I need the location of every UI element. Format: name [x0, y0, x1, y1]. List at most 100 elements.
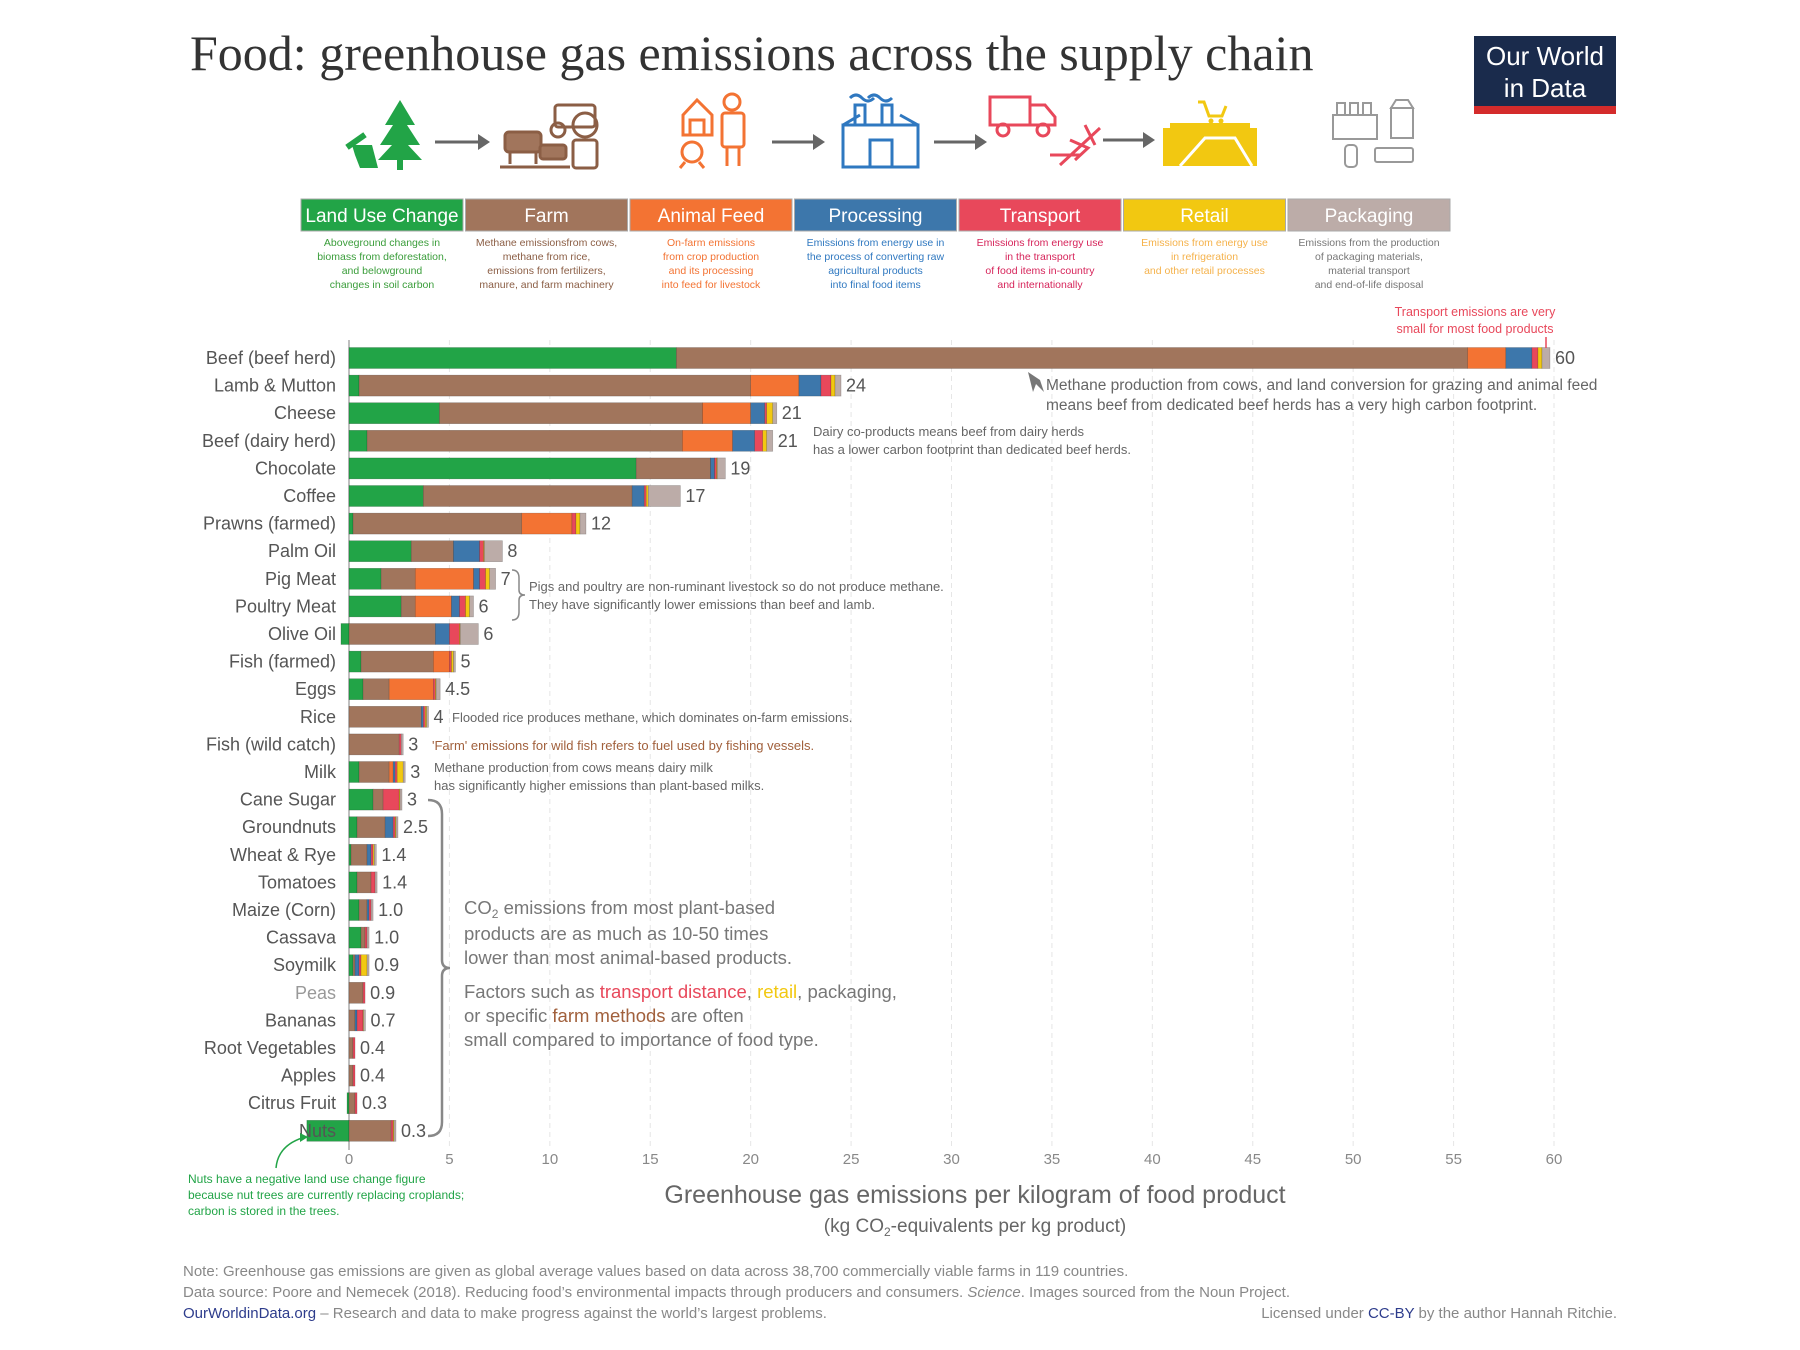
bar-row: Beef (beef herd) 60 [206, 347, 1575, 369]
bar-segment-retail [575, 512, 581, 535]
bar-segment-farm [400, 595, 416, 618]
owid-link[interactable]: OurWorldinData.org [183, 1305, 316, 1322]
plant-f2: or specific farm methods are often [464, 1005, 744, 1026]
stage-label: Packaging [1325, 206, 1414, 227]
stage-description: material transport [1328, 265, 1410, 277]
bar-segment-packaging [363, 1009, 366, 1032]
tree-icon [345, 100, 422, 170]
annotation-transport-l2: small for most food products [1396, 322, 1553, 336]
bar-segment-animal-feed [750, 374, 800, 397]
value-label: 0.3 [401, 1121, 426, 1141]
stage-label: Farm [524, 206, 568, 227]
bar-segment-processing [631, 485, 645, 507]
bar-segment-farm [348, 1009, 356, 1032]
bar-segment-farm [360, 926, 366, 949]
stage-processing: Processing Emissions from energy use in th… [794, 198, 957, 291]
category-label: Maize (Corn) [232, 900, 336, 920]
bar-segment-farm [366, 429, 683, 452]
value-label: 5 [460, 652, 470, 672]
value-label: 2.5 [403, 817, 428, 837]
bar-row: Groundnuts 2.5 [242, 816, 428, 839]
category-label: Cheese [274, 403, 336, 423]
bar-row: Citrus Fruit 0.3 [248, 1092, 387, 1114]
stage-swatch [1123, 198, 1286, 232]
category-label: Pig Meat [265, 569, 336, 589]
stage-description: in the transport [1005, 251, 1075, 263]
bar-segment-farm [348, 1092, 356, 1114]
stage-swatch [958, 198, 1122, 232]
stage-description: Emissions from the production [1298, 237, 1439, 249]
footer: Note: Greenhouse gas emissions are given… [183, 1263, 1617, 1322]
bar-segment-farm [635, 457, 711, 480]
value-label: 4 [434, 707, 444, 727]
bar-segment-processing [798, 374, 822, 397]
bar-segment-land-use-change [340, 623, 350, 645]
x-tick-label: 50 [1345, 1151, 1362, 1168]
stage-description: into final food items [830, 279, 920, 291]
bar-row: Coffee 17 [283, 485, 705, 507]
bar-segment-farm [350, 843, 368, 866]
category-label: Citrus Fruit [248, 1093, 336, 1113]
owid-logo[interactable]: Our World in Data [1474, 36, 1616, 114]
stage-description: changes in soil carbon [330, 279, 435, 291]
annotation-pigs-l2: They have significantly lower emissions … [529, 597, 875, 612]
logo-line2: in Data [1504, 73, 1587, 103]
bar-segment-land-use-change [348, 678, 364, 701]
stage-packaging: Packaging Emissions from the production of… [1287, 198, 1451, 291]
stage-swatch [629, 198, 793, 232]
bar-segment-farm [356, 871, 372, 894]
bar-row: Maize (Corn) 1.0 [232, 899, 403, 921]
curved-arrow-icon [275, 1137, 303, 1169]
bar-segment-land-use-change [348, 347, 677, 369]
bar-row: Cane Sugar 3 [240, 788, 417, 811]
bar-segment-land-use-change [348, 899, 360, 921]
x-tick-label: 35 [1044, 1151, 1061, 1168]
bar-segment-farm [360, 650, 434, 673]
bar-segment-retail [451, 650, 454, 673]
annotation-pigs-l1: Pigs and poultry are non-ruminant livest… [529, 579, 944, 594]
stage-description: of packaging materials, [1315, 251, 1423, 263]
bar-row: Bananas 0.7 [265, 1009, 395, 1032]
bar-segment-retail [645, 485, 649, 507]
bar-row: Milk 3 [304, 761, 420, 783]
annotation-beef-l2: means beef from dedicated beef herds has… [1046, 397, 1537, 414]
value-label: 21 [778, 431, 798, 451]
bar-segment-packaging [834, 374, 842, 397]
category-label: Soymilk [273, 955, 337, 975]
category-label: Chocolate [255, 458, 336, 478]
bar-row: Prawns (farmed) 12 [203, 512, 611, 535]
bar-segment-land-use-change [348, 402, 440, 425]
bar-segment-transport [714, 457, 717, 480]
bar-segment-farm [372, 788, 384, 811]
bar-segment-land-use-change [348, 567, 382, 590]
stage-land-use-change: Land Use Change Aboveground changes in bio… [300, 198, 464, 291]
bar-segment-animal-feed [702, 402, 751, 425]
category-label: Prawns (farmed) [203, 514, 336, 534]
bar-segment-animal-feed [414, 567, 474, 590]
x-tick-label: 15 [642, 1151, 659, 1168]
bar-segment-farm [676, 347, 1468, 369]
annotation-nuts-l2: because nut trees are currently replacin… [188, 1188, 464, 1202]
category-label: Bananas [265, 1010, 336, 1030]
value-label: 3 [407, 790, 417, 810]
plant-f1: Factors such as transport distance, reta… [464, 981, 897, 1002]
stage-legend: Land Use Change Aboveground changes in bio… [300, 198, 1451, 291]
bar-segment-farm [348, 1037, 354, 1059]
bar-segment-farm [348, 705, 422, 728]
bar-segment-farm [348, 623, 436, 645]
bar-segment-land-use-change [348, 429, 368, 452]
bar-segment-land-use-change [348, 926, 362, 949]
bar-segment-transport [370, 843, 374, 866]
cc-by-link[interactable]: CC-BY [1368, 1305, 1415, 1322]
stage-description: and other retail processes [1144, 265, 1265, 277]
bar-segment-packaging [366, 926, 370, 949]
bar-segment-animal-feed [414, 595, 452, 618]
category-label: Wheat & Rye [230, 845, 336, 865]
bar-segment-animal-feed [433, 650, 450, 673]
bar-segment-retail [396, 761, 404, 783]
stage-swatch [1287, 198, 1451, 232]
x-tick-label: 60 [1546, 1151, 1563, 1168]
annotation-transport: Transport emissions are very small for m… [1395, 305, 1556, 348]
stage-swatch [794, 198, 957, 232]
stage-description: On-farm emissions [667, 237, 755, 249]
